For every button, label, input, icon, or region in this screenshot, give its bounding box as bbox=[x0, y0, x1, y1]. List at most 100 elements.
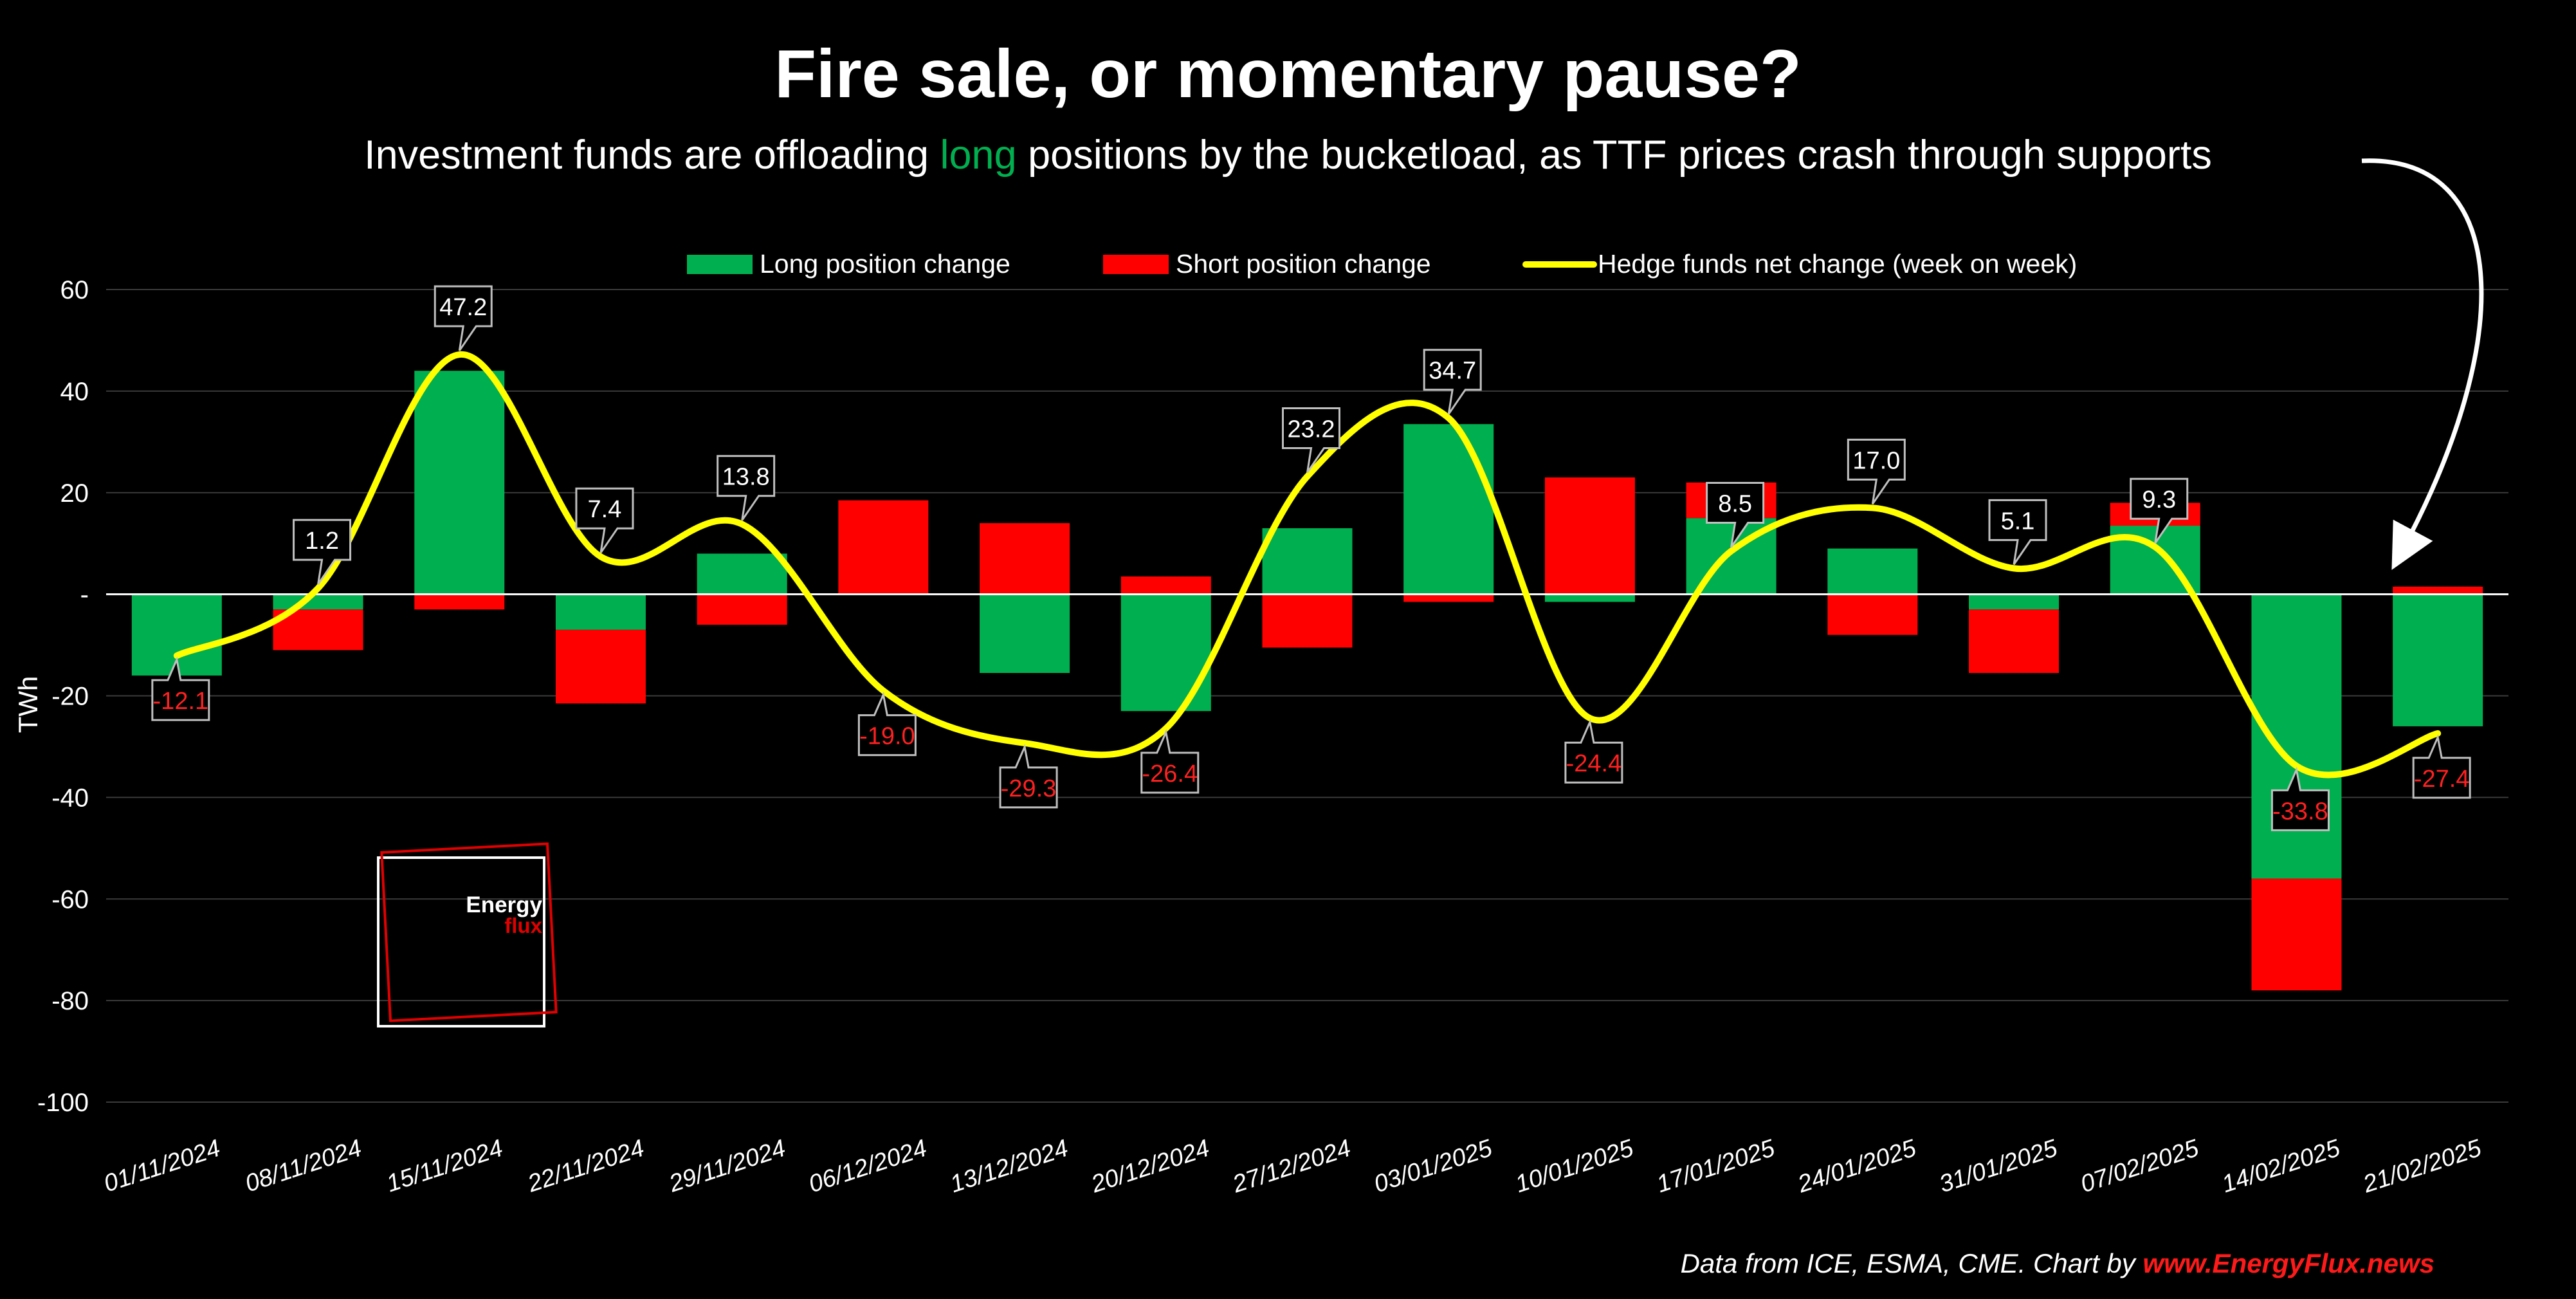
y-tick-label: -20 bbox=[51, 683, 89, 711]
legend: Long position change Short position chan… bbox=[687, 249, 2077, 279]
energyflux-logo: Energy flux bbox=[377, 842, 558, 1027]
bar-short bbox=[2251, 878, 2342, 991]
data-label: 17.0 bbox=[1847, 438, 1906, 505]
bar-short bbox=[1544, 477, 1635, 594]
net-change-line bbox=[173, 351, 2442, 778]
data-label-callout bbox=[2412, 733, 2471, 799]
data-label-text: -26.4 bbox=[1142, 760, 1198, 788]
x-tick-label: 08/11/2024 bbox=[242, 1135, 365, 1198]
chart-subtitle: Investment funds are offloading long pos… bbox=[0, 132, 2576, 178]
y-tick-label: - bbox=[80, 581, 89, 609]
data-label-text: 13.8 bbox=[722, 464, 770, 491]
data-label-callout bbox=[1140, 728, 1200, 794]
x-tick-label: 03/01/2025 bbox=[1371, 1134, 1496, 1198]
data-label: -24.4 bbox=[1564, 719, 1623, 784]
x-tick-label: 17/01/2025 bbox=[1654, 1134, 1779, 1198]
x-tick-layer: 01/11/2024 08/11/2024 15/11/2024 22/11/2024… bbox=[100, 1134, 2485, 1198]
data-label-callout bbox=[434, 285, 493, 351]
data-label: 34.7 bbox=[1423, 349, 1482, 415]
data-label-text: -29.3 bbox=[1001, 775, 1057, 802]
bar-long bbox=[1827, 548, 1918, 594]
data-label-layer: -12.1 1.2 47.2 7.4 13.8 -19.0 -29.3 -26.4 23.2 34… bbox=[151, 285, 2471, 831]
x-tick-label: 07/02/2025 bbox=[2078, 1134, 2203, 1198]
bar-short bbox=[1403, 594, 1494, 602]
data-label-text: -12.1 bbox=[153, 688, 209, 715]
data-label-callout bbox=[999, 743, 1058, 809]
bar-long bbox=[2251, 594, 2342, 879]
grid-layer bbox=[106, 289, 2508, 1103]
x-tick-label: 31/01/2025 bbox=[1936, 1134, 2061, 1198]
annotation-arrow bbox=[2361, 158, 2484, 570]
x-tick-label: 27/12/2024 bbox=[1229, 1135, 1354, 1199]
data-label-callout bbox=[2130, 477, 2189, 544]
subtitle-highlight: long bbox=[940, 133, 1017, 178]
legend-short-label: Short position change bbox=[1176, 249, 1431, 279]
source-link[interactable]: www.EnergyFlux.news bbox=[2142, 1248, 2434, 1278]
bar-long bbox=[2393, 594, 2483, 726]
logo-word-energy: Energy bbox=[466, 892, 542, 917]
data-label-text: 34.7 bbox=[1429, 358, 1476, 385]
subtitle-after: positions by the bucketload, as TTF pric… bbox=[1016, 133, 2212, 178]
legend-net-label: Hedge funds net change (week on week) bbox=[1598, 249, 2077, 279]
data-label: 5.1 bbox=[1988, 499, 2047, 566]
data-label-text: 23.2 bbox=[1288, 416, 1335, 443]
bar-short bbox=[1969, 609, 2060, 673]
x-tick-label: 21/02/2025 bbox=[2359, 1134, 2485, 1198]
bar-long bbox=[1403, 424, 1494, 594]
bar-short bbox=[1827, 594, 1918, 635]
y-tick-label: 60 bbox=[60, 276, 89, 304]
data-label: -33.8 bbox=[2270, 766, 2330, 831]
legend-long-swatch bbox=[687, 255, 753, 274]
data-label: -12.1 bbox=[151, 656, 210, 721]
bar-long bbox=[980, 594, 1070, 673]
bar-long bbox=[555, 594, 646, 630]
y-tick-label: -60 bbox=[51, 885, 89, 914]
x-tick-label: 01/11/2024 bbox=[100, 1135, 223, 1198]
data-label-text: -33.8 bbox=[2272, 798, 2328, 825]
data-label-text: 9.3 bbox=[2142, 486, 2176, 513]
line-layer bbox=[173, 351, 2442, 778]
data-label-callout bbox=[2270, 766, 2330, 831]
data-label-callout bbox=[717, 455, 776, 521]
x-tick-label: 10/01/2025 bbox=[1512, 1134, 1638, 1198]
source-note: Data from ICE, ESMA, CME. Chart by www.E… bbox=[1681, 1248, 2434, 1279]
data-label-text: 17.0 bbox=[1852, 447, 1900, 474]
x-tick-label: 20/12/2024 bbox=[1088, 1135, 1213, 1199]
bar-long bbox=[1262, 528, 1353, 594]
x-tick-label: 14/02/2025 bbox=[2218, 1134, 2344, 1198]
data-label-callout bbox=[1423, 349, 1482, 415]
logo-word-flux: flux bbox=[504, 914, 542, 937]
y-tick-label: 40 bbox=[60, 378, 89, 406]
bar-short bbox=[555, 629, 646, 704]
bar-short bbox=[2393, 586, 2483, 594]
data-label: -27.4 bbox=[2412, 733, 2471, 799]
subtitle-before: Investment funds are offloading bbox=[364, 133, 940, 178]
y-axis-label: TWh bbox=[13, 676, 43, 733]
data-label-callout bbox=[857, 691, 917, 757]
data-label: 13.8 bbox=[717, 455, 776, 521]
x-tick-label: 13/12/2024 bbox=[947, 1135, 1072, 1199]
bar-layer bbox=[131, 371, 2483, 991]
data-label-callout bbox=[575, 487, 634, 554]
y-tick-layer: 60 40 20 - -20 -40 -60 -80 -100 bbox=[37, 276, 89, 1117]
bar-long bbox=[1120, 594, 1211, 712]
data-label: -29.3 bbox=[999, 743, 1058, 809]
bar-long bbox=[1544, 594, 1635, 602]
x-tick-label: 24/01/2025 bbox=[1794, 1134, 1920, 1198]
bar-short bbox=[414, 594, 505, 610]
data-label: 47.2 bbox=[434, 285, 493, 351]
data-label-text: 47.2 bbox=[439, 294, 487, 321]
bar-short bbox=[1262, 594, 1353, 648]
data-label-callout bbox=[1706, 482, 1765, 548]
data-label: 7.4 bbox=[575, 487, 634, 554]
y-tick-label: -80 bbox=[51, 987, 89, 1015]
data-label: 8.5 bbox=[1706, 482, 1765, 548]
chart-title: Fire sale, or momentary pause? bbox=[774, 36, 1802, 112]
bar-long bbox=[414, 371, 505, 594]
x-tick-label: 29/11/2024 bbox=[665, 1135, 789, 1198]
data-label-callout bbox=[1564, 719, 1623, 784]
x-tick-label: 15/11/2024 bbox=[383, 1135, 506, 1198]
data-label-text: 5.1 bbox=[2001, 508, 2035, 535]
data-label: 1.2 bbox=[293, 519, 352, 585]
